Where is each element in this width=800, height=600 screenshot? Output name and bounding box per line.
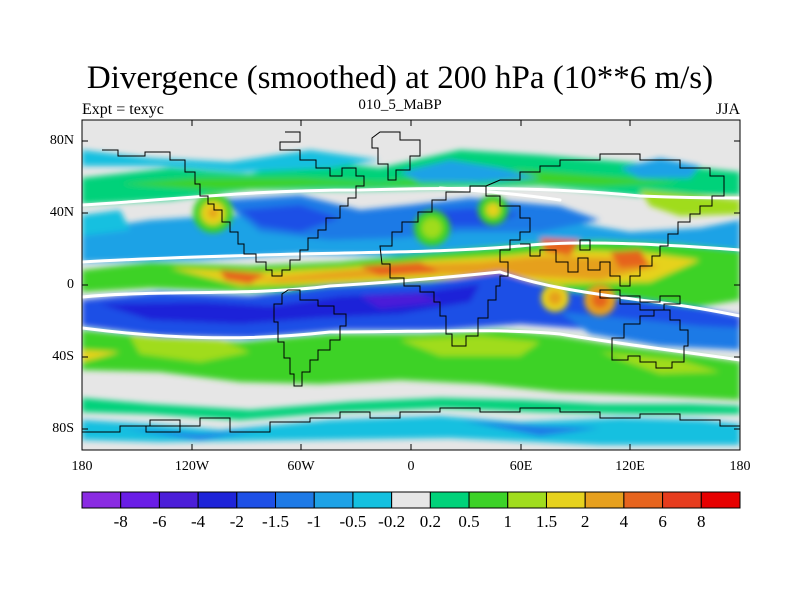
colorbar-box	[468, 491, 509, 509]
colorbar-label: 2	[580, 512, 590, 531]
experiment-label: Expt = texyc	[82, 101, 164, 118]
colorbar-label: -6	[152, 512, 167, 531]
colorbar-label: 0.2	[419, 512, 441, 531]
y-tick-label: 40N	[49, 205, 74, 220]
colorbar-label: -1.5	[262, 512, 289, 531]
colorbar-box	[545, 491, 586, 509]
coastlines	[82, 131, 740, 433]
colorbar-box	[391, 491, 431, 509]
colorbar-label: -2	[229, 512, 244, 531]
colorbar-box	[623, 491, 664, 509]
axis-ticks	[82, 120, 740, 450]
colorbar-box	[81, 491, 122, 509]
colorbar-box	[429, 491, 470, 509]
colorbar-label: 0.5	[458, 512, 480, 531]
colorbar-label: -0.5	[339, 512, 367, 531]
x-tick-label: 180	[71, 459, 93, 474]
season-label: JJA	[715, 101, 740, 118]
colorbar-box	[352, 491, 393, 509]
zero-contours	[82, 186, 740, 362]
colorbar-box	[662, 491, 702, 509]
colorbar-label: 1.5	[535, 512, 558, 531]
colorbar-label: 8	[697, 512, 706, 531]
x-tick-label: 0	[407, 459, 415, 474]
colorbar-box	[313, 491, 354, 509]
divergence-field	[82, 120, 740, 450]
y-tick-label: 80N	[49, 133, 74, 148]
colorbar-label: -0.2	[378, 512, 406, 531]
x-tick-label: 120E	[615, 459, 645, 474]
colorbar-box	[158, 491, 199, 509]
colorbar-box	[236, 491, 277, 509]
colorbar-box	[275, 491, 315, 509]
case-label: 010_5_MaBP	[358, 97, 442, 113]
colorbar-box	[507, 491, 547, 509]
x-tick-label: 120W	[174, 459, 210, 474]
colorbar	[81, 491, 741, 509]
colorbar-box	[197, 491, 238, 509]
x-tick-label: 180	[729, 459, 751, 474]
colorbar-label: 6	[658, 512, 667, 531]
colorbar-box	[120, 491, 160, 509]
chart-title: Divergence (smoothed) at 200 hPa (10**6 …	[86, 60, 714, 96]
colorbar-label: -1	[307, 512, 322, 531]
colorbar-label: 4	[619, 512, 629, 531]
colorbar-label: -8	[113, 512, 128, 531]
x-tick-label: 60E	[509, 459, 533, 474]
colorbar-label: -4	[191, 512, 206, 531]
y-tick-label: 0	[67, 277, 74, 292]
y-tick-label: 40S	[52, 349, 74, 364]
y-tick-label: 80S	[52, 421, 74, 436]
colorbar-box	[700, 491, 741, 509]
x-tick-label: 60W	[287, 459, 315, 474]
colorbar-box	[584, 491, 625, 509]
colorbar-label: 1	[503, 512, 513, 531]
